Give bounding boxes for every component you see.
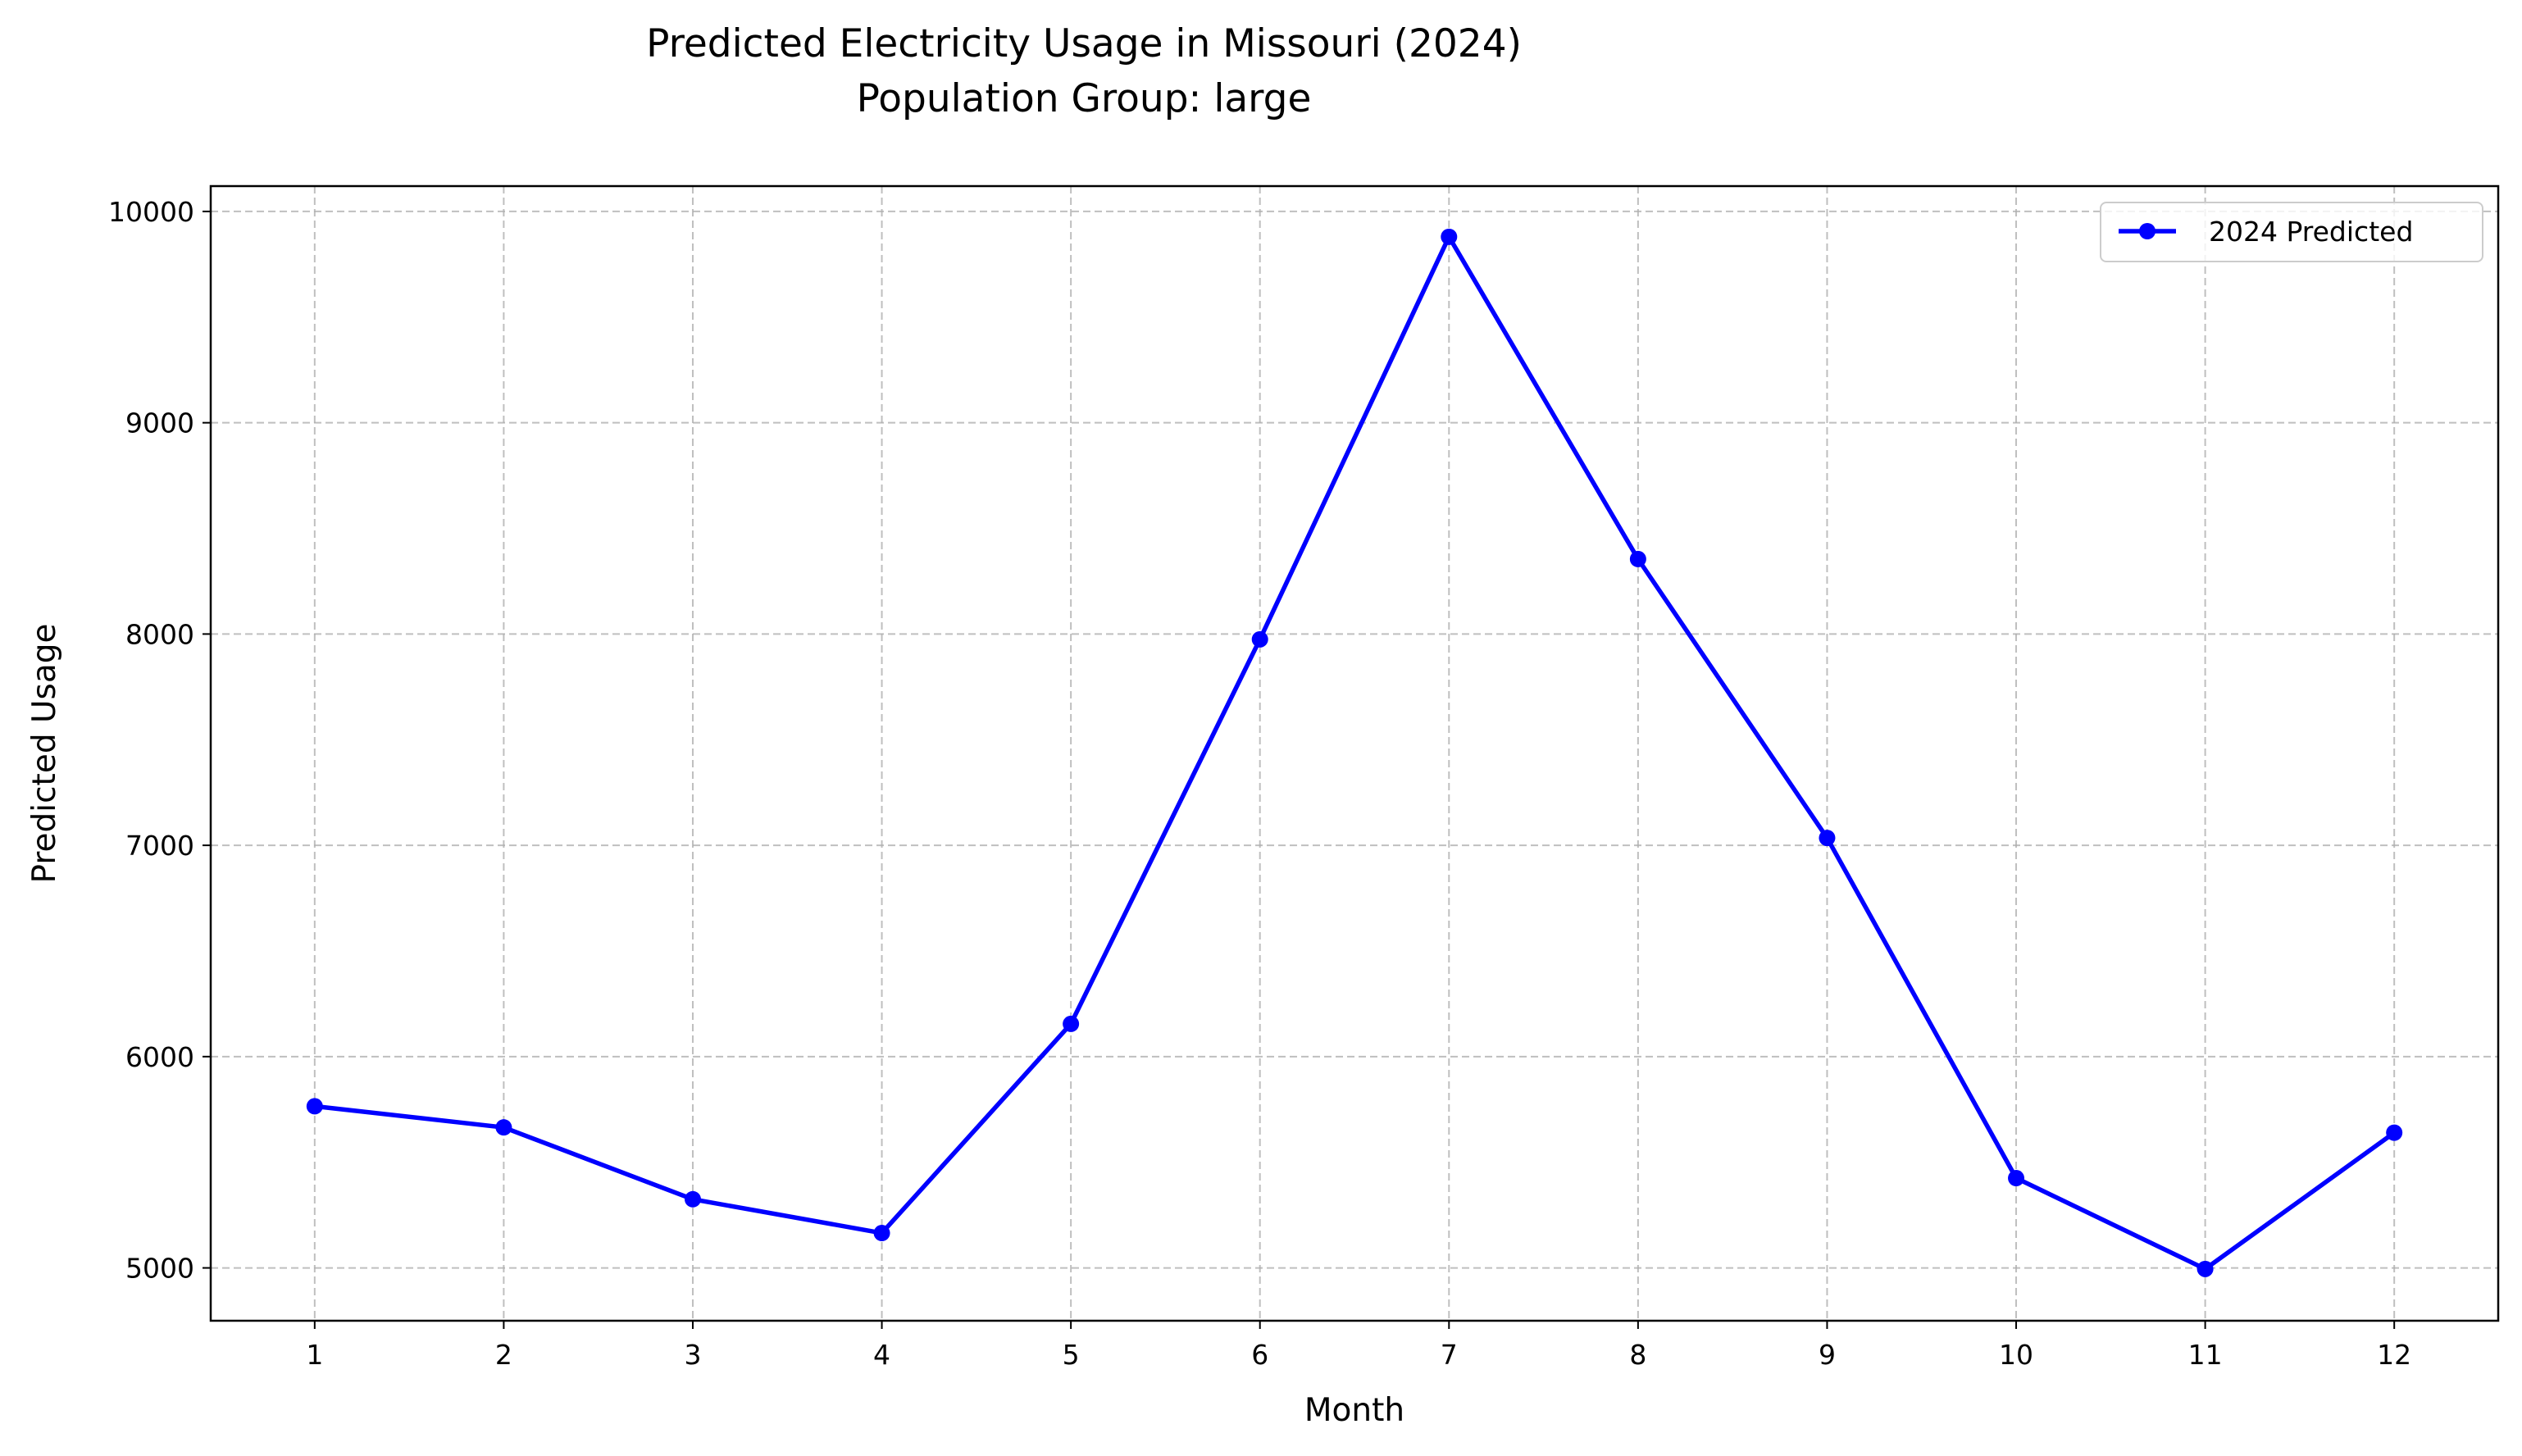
y-tick-label: 9000	[125, 407, 194, 439]
data-point	[1629, 550, 1646, 567]
x-tick-label: 8	[1629, 1339, 1646, 1371]
x-tick-label: 1	[306, 1339, 323, 1371]
chart-subtitle: Population Group: large	[857, 76, 1312, 121]
series-layer	[306, 228, 2403, 1277]
plot-area-frame	[209, 184, 2500, 1322]
data-point	[873, 1225, 890, 1242]
y-tick-label: 6000	[125, 1041, 194, 1073]
y-tick-label: 8000	[125, 618, 194, 650]
x-axis-ticks: 1 2 3 4 5 6 7 8 9 10 11 12	[306, 1321, 2411, 1371]
x-tick-label: 2	[495, 1339, 512, 1371]
x-tick-label: 9	[1819, 1339, 1836, 1371]
series-line	[312, 234, 2397, 1272]
x-axis-label: Month	[1304, 1392, 1404, 1429]
x-tick-label: 6	[1251, 1339, 1268, 1371]
data-point	[1251, 630, 1268, 648]
x-tick-label: 3	[684, 1339, 701, 1371]
data-point	[684, 1190, 701, 1208]
data-point	[1819, 830, 1836, 847]
x-tick-label: 4	[873, 1339, 890, 1371]
data-point	[2197, 1260, 2214, 1277]
data-point	[1063, 1015, 1080, 1032]
chart-title: Predicted Electricity Usage in Missouri …	[646, 21, 1522, 66]
data-point	[1441, 228, 1458, 245]
x-tick-label: 11	[2188, 1339, 2223, 1371]
legend-swatch-marker	[2139, 223, 2156, 239]
x-tick-label: 10	[1999, 1339, 2033, 1371]
data-point	[495, 1119, 512, 1136]
legend: 2024 Predicted	[2100, 202, 2483, 262]
legend-box	[2100, 202, 2483, 262]
y-tick-label: 7000	[125, 830, 194, 862]
y-axis-ticks: 5000 6000 7000 8000 9000 10000	[108, 196, 211, 1285]
x-tick-label: 5	[1063, 1339, 1080, 1371]
data-point	[306, 1098, 323, 1115]
data-point	[2386, 1124, 2403, 1141]
x-tick-label: 7	[1441, 1339, 1458, 1371]
y-axis-label: Predicted Usage	[26, 624, 63, 884]
data-point	[2008, 1170, 2025, 1187]
legend-label: 2024 Predicted	[2209, 216, 2413, 248]
y-tick-label: 10000	[108, 196, 194, 228]
y-tick-label: 5000	[125, 1253, 194, 1285]
x-tick-label: 12	[2377, 1339, 2411, 1371]
grid	[211, 186, 2498, 1321]
